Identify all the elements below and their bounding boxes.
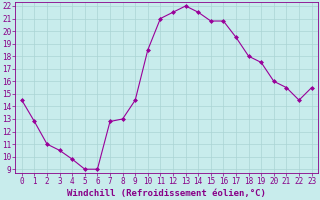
X-axis label: Windchill (Refroidissement éolien,°C): Windchill (Refroidissement éolien,°C) <box>67 189 266 198</box>
